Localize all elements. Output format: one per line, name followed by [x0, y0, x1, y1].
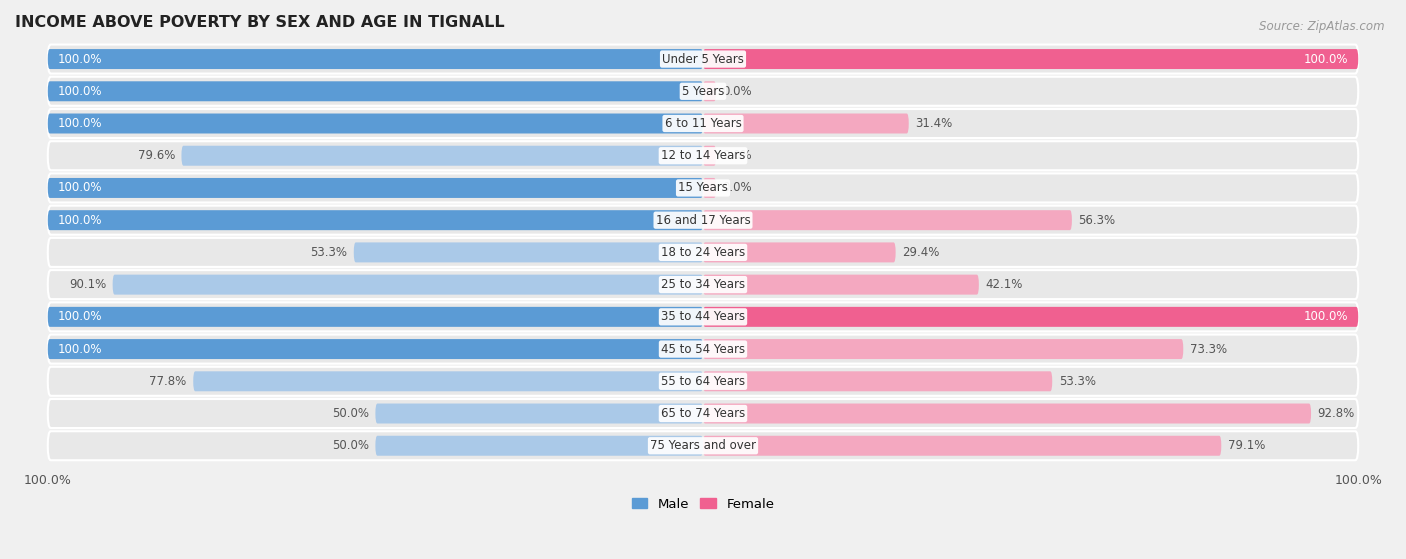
- Text: 50.0%: 50.0%: [332, 407, 368, 420]
- FancyBboxPatch shape: [48, 367, 1358, 396]
- Text: 100.0%: 100.0%: [1303, 310, 1348, 323]
- FancyBboxPatch shape: [48, 206, 1358, 235]
- Text: 6 to 11 Years: 6 to 11 Years: [665, 117, 741, 130]
- Text: 0.0%: 0.0%: [723, 85, 752, 98]
- FancyBboxPatch shape: [48, 307, 703, 327]
- Text: 92.8%: 92.8%: [1317, 407, 1355, 420]
- Text: 0.0%: 0.0%: [723, 149, 752, 162]
- FancyBboxPatch shape: [193, 371, 703, 391]
- FancyBboxPatch shape: [181, 146, 703, 165]
- Text: 16 and 17 Years: 16 and 17 Years: [655, 214, 751, 227]
- FancyBboxPatch shape: [703, 243, 896, 262]
- Legend: Male, Female: Male, Female: [626, 492, 780, 516]
- Text: 12 to 14 Years: 12 to 14 Years: [661, 149, 745, 162]
- Text: 0.0%: 0.0%: [723, 182, 752, 195]
- Text: 100.0%: 100.0%: [58, 85, 103, 98]
- Text: 53.3%: 53.3%: [311, 246, 347, 259]
- Text: 90.1%: 90.1%: [69, 278, 105, 291]
- FancyBboxPatch shape: [48, 302, 1358, 331]
- FancyBboxPatch shape: [48, 270, 1358, 299]
- Text: Source: ZipAtlas.com: Source: ZipAtlas.com: [1260, 20, 1385, 32]
- FancyBboxPatch shape: [703, 81, 716, 101]
- FancyBboxPatch shape: [48, 238, 1358, 267]
- FancyBboxPatch shape: [703, 339, 1184, 359]
- FancyBboxPatch shape: [48, 178, 703, 198]
- FancyBboxPatch shape: [48, 399, 1358, 428]
- Text: 100.0%: 100.0%: [58, 182, 103, 195]
- FancyBboxPatch shape: [703, 404, 1310, 424]
- FancyBboxPatch shape: [703, 146, 716, 165]
- FancyBboxPatch shape: [375, 436, 703, 456]
- Text: 31.4%: 31.4%: [915, 117, 952, 130]
- FancyBboxPatch shape: [112, 274, 703, 295]
- Text: Under 5 Years: Under 5 Years: [662, 53, 744, 65]
- Text: 79.6%: 79.6%: [138, 149, 174, 162]
- FancyBboxPatch shape: [48, 109, 1358, 138]
- FancyBboxPatch shape: [354, 243, 703, 262]
- Text: 55 to 64 Years: 55 to 64 Years: [661, 375, 745, 388]
- FancyBboxPatch shape: [703, 307, 1358, 327]
- Text: 79.1%: 79.1%: [1227, 439, 1265, 452]
- Text: 5 Years: 5 Years: [682, 85, 724, 98]
- FancyBboxPatch shape: [703, 178, 716, 198]
- Text: 29.4%: 29.4%: [903, 246, 939, 259]
- Text: 75 Years and over: 75 Years and over: [650, 439, 756, 452]
- FancyBboxPatch shape: [48, 81, 703, 101]
- FancyBboxPatch shape: [48, 339, 703, 359]
- Text: 53.3%: 53.3%: [1059, 375, 1095, 388]
- FancyBboxPatch shape: [703, 210, 1071, 230]
- FancyBboxPatch shape: [48, 173, 1358, 202]
- Text: 15 Years: 15 Years: [678, 182, 728, 195]
- Text: 56.3%: 56.3%: [1078, 214, 1115, 227]
- Text: 65 to 74 Years: 65 to 74 Years: [661, 407, 745, 420]
- Text: 35 to 44 Years: 35 to 44 Years: [661, 310, 745, 323]
- Text: 100.0%: 100.0%: [58, 53, 103, 65]
- Text: 77.8%: 77.8%: [149, 375, 187, 388]
- FancyBboxPatch shape: [48, 45, 1358, 74]
- FancyBboxPatch shape: [48, 141, 1358, 170]
- Text: 45 to 54 Years: 45 to 54 Years: [661, 343, 745, 356]
- Text: 73.3%: 73.3%: [1189, 343, 1227, 356]
- FancyBboxPatch shape: [48, 210, 703, 230]
- FancyBboxPatch shape: [703, 436, 1222, 456]
- Text: 25 to 34 Years: 25 to 34 Years: [661, 278, 745, 291]
- FancyBboxPatch shape: [703, 274, 979, 295]
- Text: 100.0%: 100.0%: [58, 214, 103, 227]
- FancyBboxPatch shape: [48, 431, 1358, 460]
- FancyBboxPatch shape: [48, 113, 703, 134]
- Text: 50.0%: 50.0%: [332, 439, 368, 452]
- Text: 100.0%: 100.0%: [58, 343, 103, 356]
- FancyBboxPatch shape: [48, 77, 1358, 106]
- Text: 42.1%: 42.1%: [986, 278, 1022, 291]
- Text: 100.0%: 100.0%: [58, 117, 103, 130]
- FancyBboxPatch shape: [703, 49, 1358, 69]
- Text: INCOME ABOVE POVERTY BY SEX AND AGE IN TIGNALL: INCOME ABOVE POVERTY BY SEX AND AGE IN T…: [15, 15, 505, 30]
- Text: 100.0%: 100.0%: [1303, 53, 1348, 65]
- FancyBboxPatch shape: [703, 113, 908, 134]
- FancyBboxPatch shape: [703, 371, 1052, 391]
- FancyBboxPatch shape: [375, 404, 703, 424]
- Text: 18 to 24 Years: 18 to 24 Years: [661, 246, 745, 259]
- FancyBboxPatch shape: [48, 49, 703, 69]
- Text: 100.0%: 100.0%: [58, 310, 103, 323]
- FancyBboxPatch shape: [48, 335, 1358, 363]
